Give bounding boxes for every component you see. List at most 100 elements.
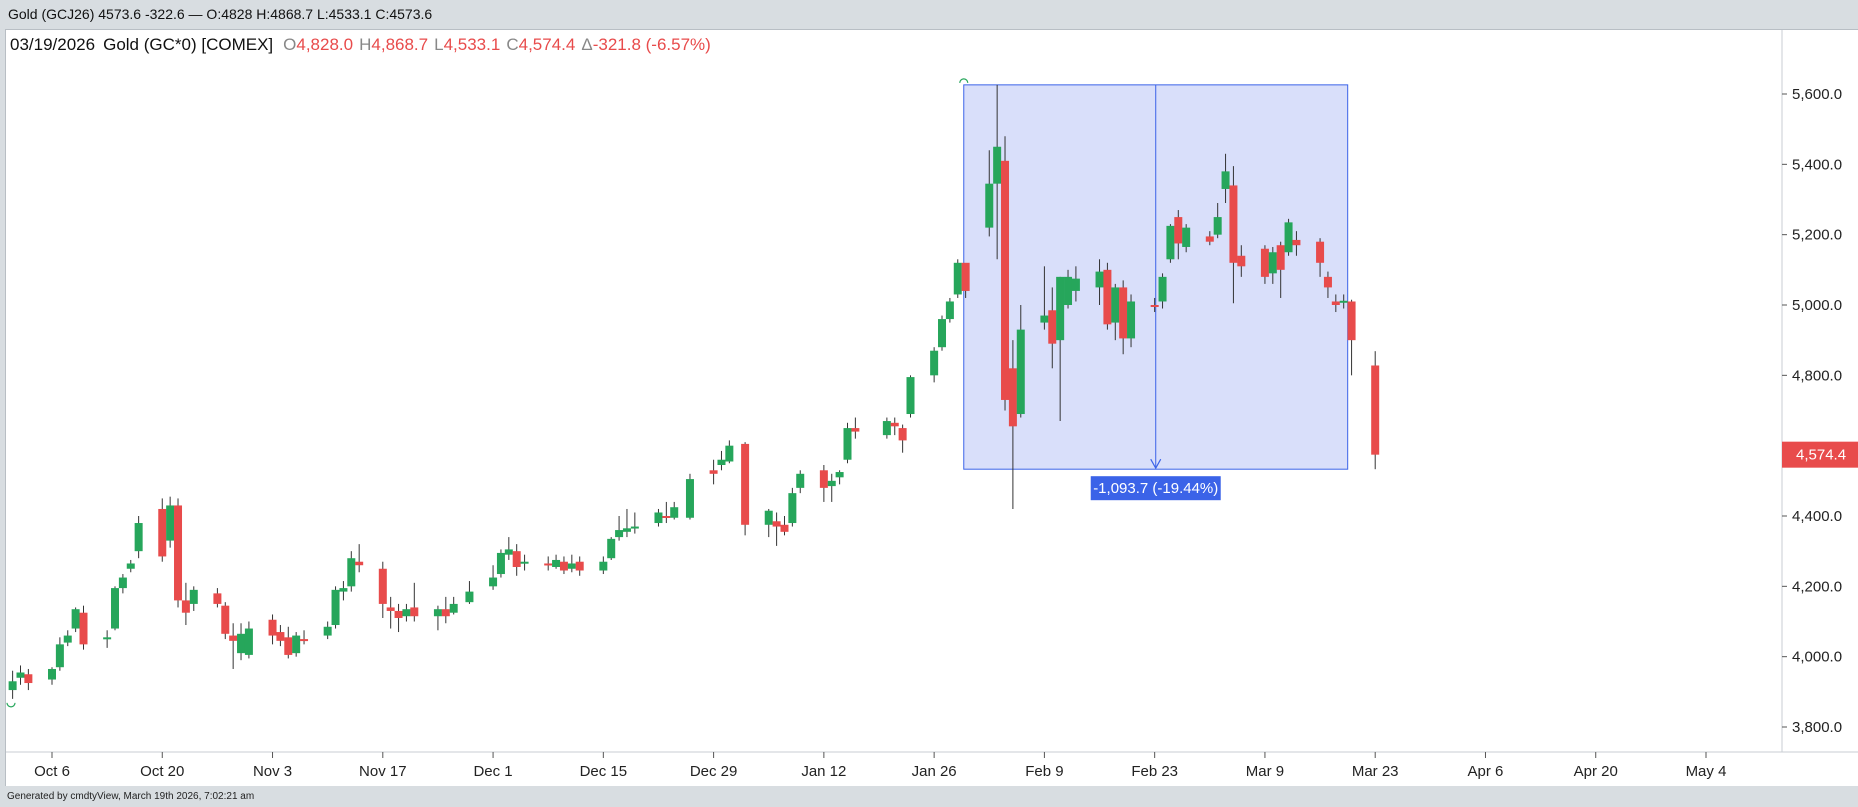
candle[interactable] (670, 501, 679, 520)
candle[interactable] (725, 440, 734, 464)
candle[interactable] (630, 512, 639, 534)
candle[interactable] (685, 473, 694, 520)
candle[interactable] (1040, 266, 1049, 330)
candle[interactable] (567, 554, 576, 573)
candle[interactable] (300, 630, 309, 645)
candle[interactable] (24, 668, 33, 691)
candle[interactable] (1213, 203, 1222, 239)
candle[interactable] (717, 450, 726, 471)
candle[interactable] (1127, 294, 1136, 348)
candle[interactable] (1284, 218, 1293, 256)
candle[interactable] (268, 614, 277, 645)
candle[interactable] (953, 259, 962, 298)
candle[interactable] (898, 424, 907, 453)
candle[interactable] (843, 422, 852, 464)
candle[interactable] (166, 496, 175, 548)
candle[interactable] (1316, 238, 1325, 277)
candle[interactable] (347, 551, 356, 592)
chart-frame[interactable] (5, 29, 1858, 786)
candle[interactable] (331, 586, 340, 629)
candle[interactable] (827, 473, 836, 502)
candle[interactable] (1268, 246, 1277, 284)
candle[interactable] (284, 626, 293, 659)
candle[interactable] (71, 607, 80, 633)
candle[interactable] (1150, 297, 1159, 313)
candle[interactable] (552, 554, 561, 569)
candle[interactable] (63, 630, 72, 647)
candle[interactable] (1237, 245, 1246, 277)
candle[interactable] (780, 516, 789, 536)
candle[interactable] (819, 465, 828, 502)
candle[interactable] (181, 582, 190, 626)
candle[interactable] (449, 596, 458, 615)
candle[interactable] (741, 442, 750, 536)
candle[interactable] (174, 498, 183, 608)
left-edge-handle[interactable] (6, 702, 16, 708)
candle[interactable] (339, 581, 348, 601)
candle[interactable] (1331, 294, 1340, 313)
candle[interactable] (709, 459, 718, 485)
candle[interactable] (55, 637, 64, 671)
candle[interactable] (1292, 231, 1301, 256)
candle[interactable] (985, 150, 994, 237)
candle[interactable] (323, 621, 332, 640)
candle[interactable] (504, 537, 513, 560)
candle[interactable] (835, 470, 844, 485)
candle[interactable] (1008, 340, 1017, 509)
candle[interactable] (1339, 294, 1348, 309)
candle[interactable] (229, 623, 238, 669)
candle[interactable] (961, 262, 970, 298)
candle[interactable] (906, 375, 915, 418)
candle[interactable] (1119, 280, 1128, 355)
candle[interactable] (237, 623, 246, 661)
candle[interactable] (496, 549, 505, 578)
candle[interactable] (158, 498, 167, 562)
candle[interactable] (654, 508, 663, 527)
candle[interactable] (622, 508, 631, 538)
candle[interactable] (882, 417, 891, 439)
candle[interactable] (276, 625, 285, 647)
candle[interactable] (772, 512, 781, 546)
candle[interactable] (213, 588, 222, 608)
candle[interactable] (48, 667, 56, 685)
candle[interactable] (1174, 210, 1183, 260)
candle[interactable] (402, 603, 411, 622)
candle[interactable] (1347, 299, 1356, 376)
candle[interactable] (1229, 166, 1238, 304)
candle[interactable] (1001, 136, 1010, 411)
candle[interactable] (1064, 269, 1073, 309)
candle[interactable] (433, 605, 442, 631)
candle[interactable] (575, 556, 584, 576)
candle[interactable] (1016, 305, 1025, 418)
candle[interactable] (1048, 287, 1057, 369)
price-chart[interactable]: 5,600.0 5,400.0 5,200.0 5,000.0 4,800.0 4,400… (0, 0, 1858, 786)
candle[interactable] (465, 581, 474, 604)
candle[interactable] (1260, 245, 1269, 284)
candle[interactable] (8, 670, 17, 699)
measure-start-handle[interactable] (959, 78, 969, 83)
candle[interactable] (512, 544, 521, 576)
candle[interactable] (221, 602, 230, 640)
candle[interactable] (993, 84, 1002, 260)
candle[interactable] (189, 586, 198, 611)
candle[interactable] (890, 417, 899, 436)
candle[interactable] (544, 556, 553, 571)
candle[interactable] (126, 559, 135, 573)
candle[interactable] (1205, 231, 1214, 246)
candle[interactable] (1056, 276, 1065, 422)
candle[interactable] (79, 605, 88, 650)
candle[interactable] (441, 596, 450, 624)
candle[interactable] (1221, 153, 1230, 204)
candle[interactable] (1095, 259, 1104, 305)
candle[interactable] (394, 603, 403, 633)
candle[interactable] (945, 297, 954, 323)
candle[interactable] (1166, 224, 1175, 263)
candle[interactable] (118, 574, 127, 594)
candle[interactable] (16, 665, 25, 685)
candle[interactable] (103, 630, 112, 648)
candle[interactable] (607, 537, 616, 560)
candle[interactable] (764, 508, 773, 538)
candle[interactable] (851, 417, 860, 439)
candle[interactable] (134, 516, 143, 559)
candle[interactable] (599, 556, 608, 575)
